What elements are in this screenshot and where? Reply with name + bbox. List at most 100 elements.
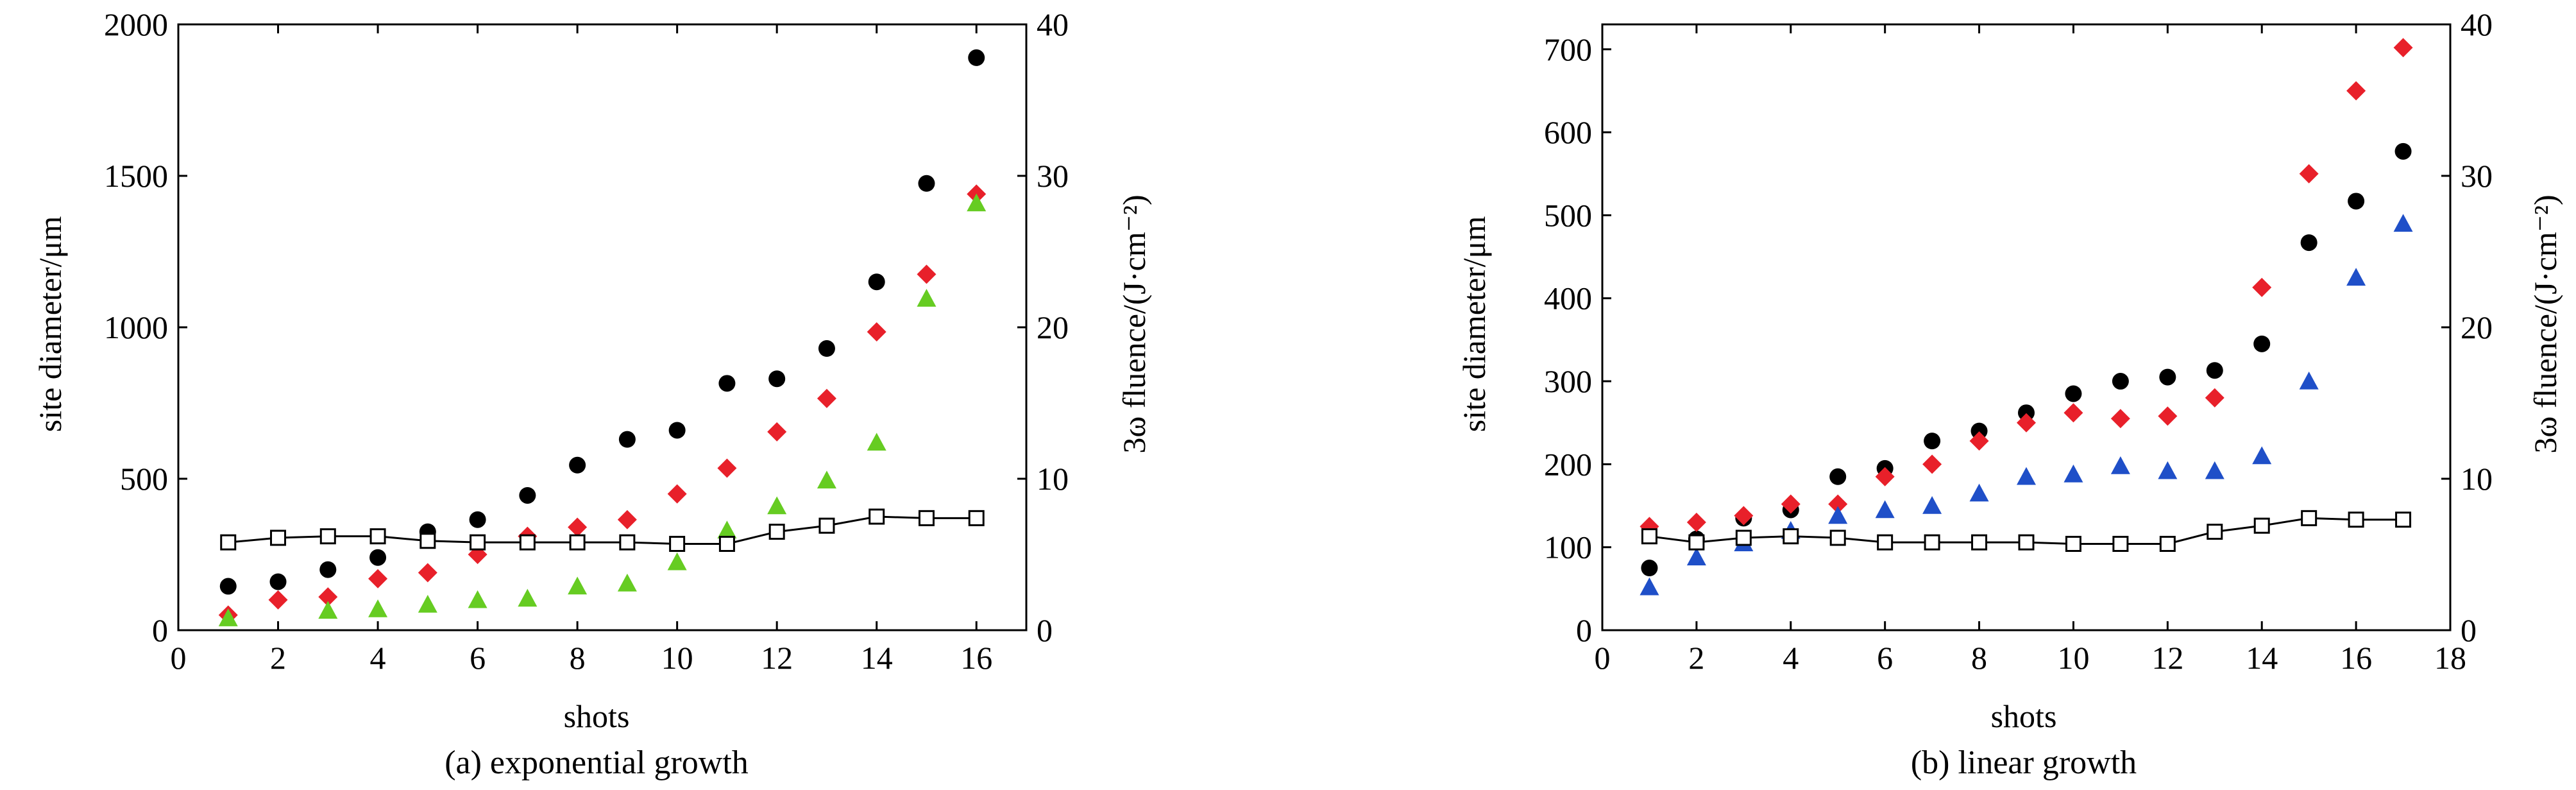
- panel-a-point-diamond: [767, 422, 787, 442]
- panel-a-point-circle: [269, 573, 287, 590]
- panel-a-x-tick-label: 12: [761, 640, 793, 676]
- panel-a-point-square: [220, 534, 237, 551]
- panel-a-point-square: [918, 510, 935, 526]
- panel-a-point-diamond: [318, 587, 338, 607]
- panel-a-y-tick-label: 0: [152, 612, 168, 648]
- panel-b-y-tick-label: 400: [1544, 280, 1592, 316]
- panel-b-x-tick-label: 0: [1595, 640, 1611, 676]
- panel-a-point-diamond: [867, 322, 886, 342]
- panel-b-point-diamond: [2158, 406, 2178, 426]
- panel-b-subtitle: (b) linear growth: [1911, 744, 2137, 781]
- panel-a-y2-tick-label: 10: [1037, 461, 1069, 497]
- panel-b-point-diamond: [2205, 388, 2224, 408]
- panel-b-point-diamond: [1734, 506, 1754, 526]
- panel-b-point-circle: [2018, 404, 2035, 422]
- panel-b-point-circle: [2065, 385, 2082, 402]
- panel-b-x-tick-label: 14: [2246, 640, 2278, 676]
- panel-b-point-triangle: [1640, 577, 1659, 596]
- panel-a-point-square: [818, 517, 835, 534]
- panel-b-series-triangle: [1640, 214, 2413, 596]
- panel-a-point-diamond: [368, 569, 388, 588]
- panel-a-point-triangle: [318, 601, 338, 619]
- panel-b-point-diamond: [2110, 409, 2130, 429]
- panel-a-point-square: [470, 534, 486, 551]
- panel-b-point-triangle: [1828, 506, 1848, 524]
- panel-a-point-diamond: [717, 458, 737, 478]
- panel-a-point-square: [768, 524, 785, 540]
- panel-b-x-tick-label: 18: [2434, 640, 2466, 676]
- panel-b-x-tick-label: 6: [1877, 640, 1893, 676]
- panel-a-point-circle: [569, 456, 586, 474]
- panel-b-point-triangle: [1922, 496, 1942, 514]
- panel-a-point-triangle: [867, 433, 886, 451]
- panel-a-y-tick-label: 500: [120, 461, 168, 497]
- panel-a-point-square: [419, 533, 436, 549]
- panel-b-point-triangle: [1686, 547, 1706, 565]
- panel-b-point-circle: [2300, 234, 2318, 252]
- panel-a-y2-axis-label: 3ω fluence/(J·cm⁻²): [1116, 194, 1152, 453]
- panel-a-point-circle: [469, 511, 486, 528]
- panel-b-point-diamond: [2017, 413, 2036, 433]
- panel-a-point-triangle: [817, 470, 836, 489]
- panel-b-point-square: [2112, 535, 2129, 552]
- panel-b-point-triangle: [2063, 464, 2083, 483]
- panel-b-point-square: [1829, 529, 1846, 546]
- panel-a-point-circle: [768, 370, 786, 388]
- panel-b-x-tick-label: 10: [2057, 640, 2089, 676]
- panel-b-point-circle: [2159, 368, 2176, 386]
- panel-b-point-triangle: [2252, 446, 2272, 465]
- panel-b-point-square: [1877, 534, 1894, 551]
- panel-b-point-diamond: [2063, 403, 2083, 423]
- panel-b-point-triangle: [2299, 372, 2319, 390]
- panel-b-point-triangle: [2017, 467, 2036, 485]
- panel-a-point-square: [619, 534, 636, 551]
- panel-a-point-circle: [369, 549, 387, 566]
- panel-a-point-diamond: [817, 388, 836, 408]
- panel-a-point-triangle: [667, 552, 687, 571]
- panel-a-point-diamond: [917, 264, 936, 284]
- panel-a-y-tick-label: 2000: [104, 6, 168, 42]
- panel-b-point-diamond: [1922, 454, 1942, 474]
- panel-b-point-diamond: [1969, 431, 1989, 451]
- panel-b-point-triangle: [2110, 456, 2130, 474]
- panel-b-point-square: [1688, 534, 1705, 551]
- panel-b-point-triangle: [2393, 214, 2413, 232]
- panel-b-point-square: [2253, 517, 2270, 534]
- panel-a-x-axis-label: shots: [564, 698, 630, 734]
- panel-a-point-circle: [918, 175, 935, 192]
- panel-b-y-axis-label: site diameter/μm: [1456, 216, 1492, 433]
- panel-b-point-circle: [1829, 468, 1847, 485]
- panel-b-point-circle: [2112, 373, 2129, 390]
- panel-a-x-tick-label: 8: [570, 640, 586, 676]
- panel-a-plot: 0 2 4 6 8 10 12 14 16 0 500 1000 1500 2000 0 10 20 30 40: [104, 6, 1069, 676]
- panel-b-point-circle: [2253, 335, 2271, 352]
- panel-a-point-circle: [618, 431, 636, 448]
- panel-a-subtitle: (a) exponential growth: [445, 744, 749, 781]
- panel-a-series-triangle: [218, 193, 987, 626]
- panel-a-y2-tick-label: 30: [1037, 158, 1069, 194]
- panel-a-point-triangle: [717, 520, 737, 538]
- panel-a-y-axis-label: site diameter/μm: [32, 216, 68, 433]
- panel-b-x-tick-label: 2: [1688, 640, 1704, 676]
- panel-b-point-circle: [1924, 433, 1941, 450]
- panel-a-fluence-line: [228, 515, 977, 545]
- panel-a-point-square: [270, 529, 287, 546]
- panel-a-point-diamond: [268, 590, 288, 610]
- panel-b-point-square: [1783, 528, 1799, 545]
- panel-b-point-square: [1641, 528, 1657, 545]
- panel-b-point-diamond: [1781, 494, 1801, 514]
- panel-a-x-tick-label: 6: [470, 640, 486, 676]
- panel-a-point-circle: [219, 578, 237, 595]
- panel-b-point-triangle: [2205, 461, 2224, 479]
- panel-a-x-tick-label: 4: [370, 640, 386, 676]
- panel-a-point-square: [669, 535, 686, 552]
- panel-a-point-diamond: [617, 510, 637, 529]
- panel-a-y-tick-label: 1000: [104, 309, 168, 345]
- panel-b-point-square: [1735, 529, 1752, 546]
- panel-b-point-diamond: [2299, 164, 2319, 184]
- panel-b-y-tick-label: 200: [1544, 446, 1592, 482]
- panel-b-y-tick-label: 300: [1544, 363, 1592, 399]
- panel-b-point-square: [1924, 534, 1940, 551]
- panel-a-point-circle: [868, 273, 885, 291]
